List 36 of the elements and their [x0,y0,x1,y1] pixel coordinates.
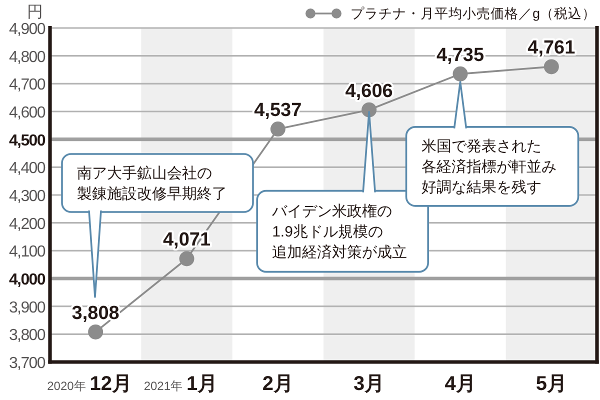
point [179,251,194,266]
data-label: 4,606 [345,80,393,102]
point [362,102,377,118]
point [270,122,286,137]
point [452,66,468,82]
y-tick-label: 4,400 [8,160,46,178]
annotation: 南ア大手鉱山会社の製錬施設改修早期終了 [61,153,254,213]
annotation: 南ア大手鉱山会社の製錬施設改修早期終了 [77,165,227,202]
legend-label: プラチナ・月平均小売価格／g（税込） [350,6,596,21]
data-label: 4,761 [528,38,576,59]
annotation: バイデン米政権の1.9兆ドル規模の追加経済対策が成立 [271,203,408,262]
y-tick-label: 4,200 [8,216,46,233]
data-label: 4,735 [436,44,484,66]
y-axis-title: 円 [27,4,43,21]
point [88,324,104,340]
y-tick-label: 4,000 [8,272,46,288]
x-tick-label: 2月 [262,373,294,395]
x-tick-label: 2021年 1月 [144,373,218,395]
x-tick-label: 4月 [444,373,476,395]
x-tick-label: 3月 [354,373,385,395]
y-tick-label: 4,500 [8,132,46,150]
x-tick-label: 2020年 12月 [47,373,132,395]
y-tick-label: 4,700 [8,76,46,94]
y-tick-label: 3,700 [8,355,46,372]
y-tick-label: 4,800 [8,48,46,66]
y-tick-label: 4,100 [8,244,46,261]
x-tick-label: 5月 [536,373,567,395]
y-tick-label: 4,900 [8,21,46,38]
y-tick-label: 3,900 [8,299,46,316]
y-tick-label: 4,300 [8,188,46,205]
y-tick-label: 4,600 [8,104,46,122]
data-label: 4,071 [162,230,211,251]
y-tick-label: 3,800 [8,327,46,344]
data-label: 3,808 [72,302,120,324]
point [544,59,559,74]
data-label: 4,537 [254,100,302,122]
